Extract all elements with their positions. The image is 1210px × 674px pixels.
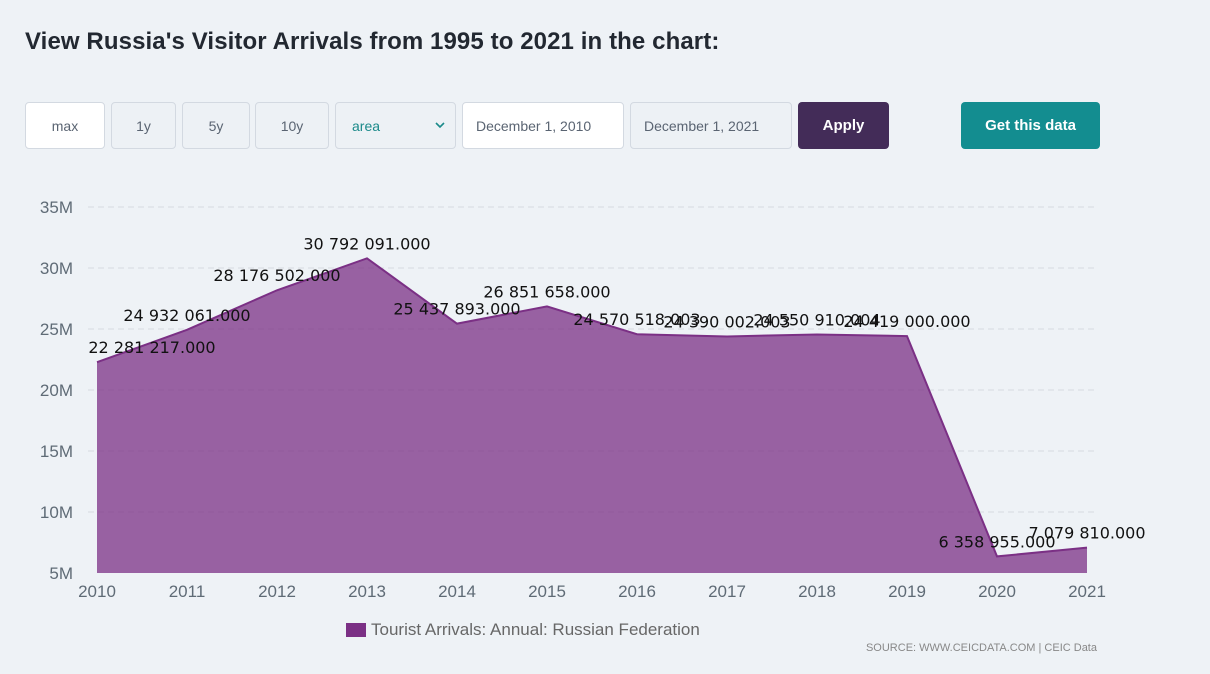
apply-button[interactable]: Apply bbox=[798, 102, 889, 149]
data-label: 28 176 502.000 bbox=[213, 266, 340, 285]
get-this-data-button[interactable]: Get this data bbox=[961, 102, 1100, 149]
area-series bbox=[96, 257, 1088, 573]
x-tick-label: 2021 bbox=[1068, 582, 1106, 601]
y-tick-label: 30M bbox=[40, 259, 73, 278]
range-10y-button[interactable]: 10y bbox=[255, 102, 329, 149]
data-label: 24 390 002.003 bbox=[663, 312, 790, 331]
chevron-down-icon bbox=[435, 122, 445, 129]
chart-type-value: area bbox=[352, 117, 381, 134]
x-tick-label: 2019 bbox=[888, 582, 926, 601]
data-label: 24 419 000.000 bbox=[843, 312, 970, 331]
y-tick-label: 10M bbox=[40, 503, 73, 522]
y-axis-ticks: 5M 10M 15M 20M 25M 30M 35M bbox=[40, 198, 73, 583]
y-tick-label: 20M bbox=[40, 381, 73, 400]
y-tick-label: 15M bbox=[40, 442, 73, 461]
page-title: View Russia's Visitor Arrivals from 1995… bbox=[25, 28, 720, 55]
x-tick-label: 2010 bbox=[78, 582, 116, 601]
data-label: 24 550 910.004 bbox=[753, 310, 880, 329]
source-credit: SOURCE: WWW.CEICDATA.COM | CEIC Data bbox=[865, 642, 1097, 654]
x-axis-ticks: 2010 2011 2012 2013 2014 2015 2016 2017 2018 2019… bbox=[78, 582, 1106, 601]
x-tick-label: 2011 bbox=[169, 582, 206, 601]
range-max-button[interactable]: max bbox=[25, 102, 105, 149]
y-tick-label: 5M bbox=[49, 564, 73, 583]
chart-controls: max 1y 5y 10y area Apply Get this data bbox=[25, 102, 1105, 149]
data-label: 24 932 061.000 bbox=[123, 306, 250, 325]
area-line bbox=[96, 257, 1088, 558]
area-fill bbox=[97, 258, 1087, 573]
data-label: 7 079 810.000 bbox=[1028, 524, 1145, 543]
chart-type-select[interactable]: area bbox=[335, 102, 456, 149]
data-label: 6 358 955.000 bbox=[938, 532, 1055, 551]
legend-label: Tourist Arrivals: Annual: Russian Federa… bbox=[371, 620, 700, 639]
x-tick-label: 2015 bbox=[528, 582, 566, 601]
data-label: 24 570 518.003 bbox=[573, 310, 700, 329]
data-label: 26 851 658.000 bbox=[483, 282, 610, 301]
x-tick-label: 2020 bbox=[978, 582, 1016, 601]
data-labels: 22 281 217.000 24 932 061.000 28 176 502.0… bbox=[88, 234, 1145, 551]
x-tick-label: 2012 bbox=[258, 582, 296, 601]
range-5y-button[interactable]: 5y bbox=[182, 102, 250, 149]
x-tick-label: 2014 bbox=[438, 582, 476, 601]
x-tick-label: 2017 bbox=[708, 582, 746, 601]
end-date-input[interactable] bbox=[630, 102, 792, 149]
chart-legend[interactable]: Tourist Arrivals: Annual: Russian Federa… bbox=[346, 620, 700, 640]
x-tick-label: 2013 bbox=[348, 582, 386, 601]
range-1y-button[interactable]: 1y bbox=[111, 102, 176, 149]
data-label: 22 281 217.000 bbox=[88, 338, 215, 357]
legend-swatch bbox=[346, 623, 366, 637]
x-tick-label: 2018 bbox=[798, 582, 836, 601]
data-label: 30 792 091.000 bbox=[303, 234, 430, 253]
data-label: 25 437 893.000 bbox=[393, 300, 520, 319]
start-date-input[interactable] bbox=[462, 102, 624, 149]
y-tick-label: 35M bbox=[40, 198, 73, 217]
y-tick-label: 25M bbox=[40, 320, 73, 339]
x-tick-label: 2016 bbox=[618, 582, 656, 601]
